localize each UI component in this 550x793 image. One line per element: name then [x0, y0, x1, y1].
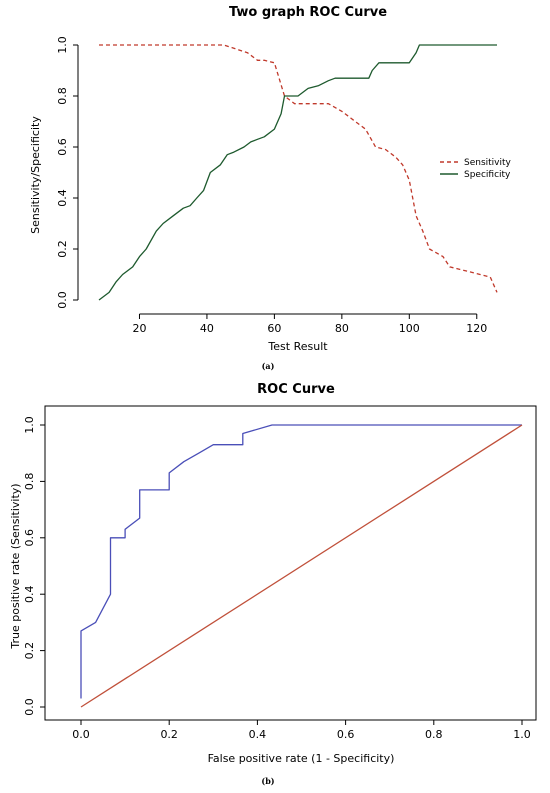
x-tick-label: 80 [335, 322, 349, 335]
x-tick-label: 0.4 [249, 728, 267, 741]
x-tick-label: 60 [267, 322, 281, 335]
chart-b-x-axis: 0.0 0.2 0.4 0.6 0.8 1.0 [72, 720, 531, 741]
chart-a-legend: Sensitivity Specificity [434, 153, 520, 183]
chart-a-x-axis-label: Test Result [267, 340, 328, 353]
y-tick-label: 0.2 [56, 240, 69, 258]
chart-a-y-axis-label: Sensitivity/Specificity [29, 116, 42, 234]
chart-b-frame [44, 405, 537, 721]
y-tick-label: 0.0 [56, 291, 69, 309]
chart-b-x-axis-label: False positive rate (1 - Specificity) [208, 752, 395, 765]
x-tick-label: 40 [200, 322, 214, 335]
chart-a-title: Two graph ROC Curve [229, 5, 387, 20]
chart-b-panel-label: (b) [261, 776, 274, 786]
x-tick-label: 120 [466, 322, 487, 335]
chart-b-roc-curve: ROC Curve 0.0 0.2 0.4 0.6 0.8 1.0 0.00.20.40.… [9, 382, 537, 786]
x-tick-label: 1.0 [513, 728, 531, 741]
legend-specificity-label: Specificity [464, 170, 511, 180]
y-tick-label: 0.0 [23, 698, 36, 716]
series-line-sensitivity [99, 44, 498, 293]
y-tick-label: 0.6 [56, 138, 69, 156]
chart-b-y-axis: 0.0 0.2 0.4 0.6 0.8 1.0 [23, 416, 45, 716]
x-tick-label: 0.0 [72, 728, 90, 741]
y-tick-label: 0.8 [56, 87, 69, 105]
chart-a-y-axis: 0.0 0.2 0.4 0.6 0.8 1.0 [56, 36, 79, 309]
x-tick-label: 0.8 [425, 728, 443, 741]
chart-b-title: ROC Curve [257, 382, 335, 397]
x-tick-label: 0.2 [160, 728, 178, 741]
chart-a-two-graph-roc: Two graph ROC Curve 20 40 60 80 100 120 0.00.… [29, 5, 520, 371]
y-tick-label: 1.0 [23, 416, 36, 434]
y-tick-label: 0.2 [23, 642, 36, 660]
y-tick-label: 0.8 [23, 473, 36, 491]
y-tick-label: 1.0 [56, 36, 69, 54]
x-tick-label: 20 [132, 322, 146, 335]
y-tick-label: 0.4 [56, 189, 69, 207]
series-line-roc [80, 424, 522, 699]
y-tick-label: 0.6 [23, 529, 36, 547]
chart-a-plot-area [98, 44, 498, 301]
legend-sensitivity-label: Sensitivity [464, 158, 512, 168]
x-tick-label: 0.6 [337, 728, 355, 741]
series-line-diagonal [80, 424, 523, 708]
y-tick-label: 0.4 [23, 585, 36, 603]
chart-b-y-axis-label: True positive rate (Sensitivity) [9, 483, 22, 649]
chart-a-x-axis: 20 40 60 80 100 120 [132, 313, 487, 335]
chart-b-plot-area [44, 405, 537, 721]
chart-a-panel-label: (a) [262, 361, 275, 371]
x-tick-label: 100 [399, 322, 420, 335]
series-line-specificity [98, 44, 497, 301]
